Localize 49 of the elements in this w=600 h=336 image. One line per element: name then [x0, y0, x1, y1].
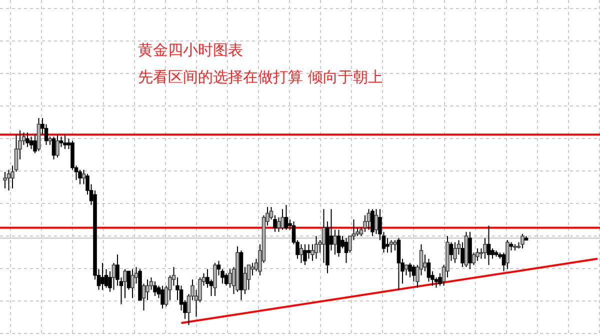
candlestick [276, 216, 281, 232]
candlestick [224, 272, 228, 286]
candlestick [333, 229, 337, 256]
candlestick [246, 264, 251, 290]
candlestick [453, 242, 457, 264]
candlestick [153, 281, 157, 297]
candlestick [460, 242, 464, 268]
candlestick [520, 233, 524, 249]
candlestick [284, 204, 288, 230]
candlestick [130, 268, 134, 299]
candlestick [476, 248, 480, 262]
candlestick [336, 229, 341, 258]
chart-subtitle: 先看区间的选择在做打算 倾向于朝上 [138, 68, 383, 86]
candlestick [6, 169, 11, 191]
candlestick [483, 238, 487, 260]
candlestick [160, 285, 164, 309]
candlestick [112, 262, 116, 290]
candlestick [322, 208, 326, 264]
candlestick [146, 278, 150, 301]
candlestick [26, 132, 30, 148]
candlestick [3, 171, 7, 189]
candlestick [78, 169, 82, 185]
candlestick [100, 262, 104, 290]
candlestick [366, 208, 371, 230]
candlestick [408, 262, 412, 278]
candlestick [306, 244, 311, 260]
candlestick [344, 238, 348, 264]
candlestick [386, 238, 390, 254]
candlestick [490, 248, 494, 260]
candlestick [280, 208, 284, 230]
candlestick [486, 225, 491, 266]
candlestick [250, 262, 254, 276]
chart-title: 黄金四小时图表 [138, 41, 243, 59]
candlestick [213, 262, 217, 297]
candlestick [412, 264, 416, 282]
candlestick [370, 208, 374, 237]
candlestick [63, 134, 67, 150]
candlestick [52, 136, 56, 160]
candlestick [506, 240, 510, 270]
candlestick [449, 242, 454, 262]
candlestick [404, 264, 408, 276]
candlestick [314, 236, 318, 260]
candlestick [396, 238, 401, 290]
candlestick [29, 136, 34, 150]
candlestick [228, 268, 232, 288]
candlestick [56, 134, 60, 158]
candlestick [299, 244, 304, 264]
candlestick [426, 258, 431, 282]
candlestick [303, 244, 307, 266]
